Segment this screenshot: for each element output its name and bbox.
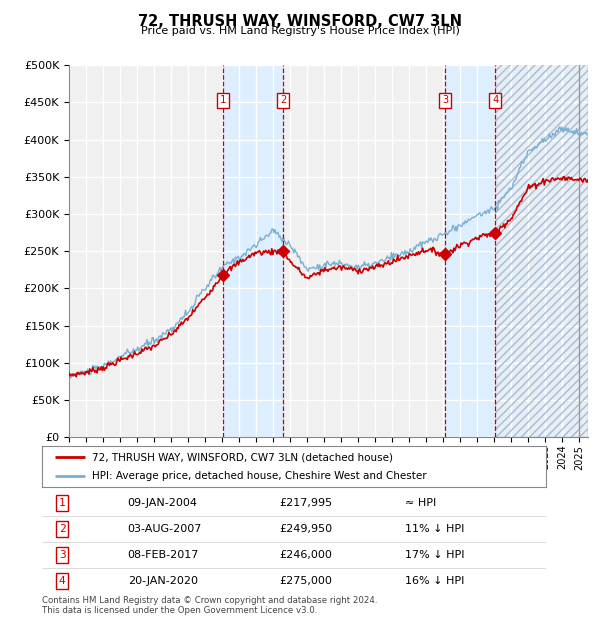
Text: ≈ HPI: ≈ HPI bbox=[405, 498, 436, 508]
Text: 1: 1 bbox=[59, 498, 65, 508]
Text: 16% ↓ HPI: 16% ↓ HPI bbox=[405, 576, 464, 586]
Text: 1: 1 bbox=[220, 95, 226, 105]
Text: HPI: Average price, detached house, Cheshire West and Chester: HPI: Average price, detached house, Ches… bbox=[92, 471, 427, 481]
Text: £217,995: £217,995 bbox=[279, 498, 332, 508]
Text: £275,000: £275,000 bbox=[279, 576, 332, 586]
Text: 20-JAN-2020: 20-JAN-2020 bbox=[128, 576, 197, 586]
Bar bbox=[223, 65, 283, 437]
Text: 72, THRUSH WAY, WINSFORD, CW7 3LN (detached house): 72, THRUSH WAY, WINSFORD, CW7 3LN (detac… bbox=[92, 452, 394, 463]
Text: 3: 3 bbox=[442, 95, 448, 105]
Text: 2: 2 bbox=[59, 524, 65, 534]
Text: 08-FEB-2017: 08-FEB-2017 bbox=[128, 550, 199, 560]
Text: Price paid vs. HM Land Registry's House Price Index (HPI): Price paid vs. HM Land Registry's House … bbox=[140, 26, 460, 36]
Bar bbox=[495, 65, 588, 437]
Text: 11% ↓ HPI: 11% ↓ HPI bbox=[405, 524, 464, 534]
Text: 4: 4 bbox=[59, 576, 65, 586]
Text: 72, THRUSH WAY, WINSFORD, CW7 3LN: 72, THRUSH WAY, WINSFORD, CW7 3LN bbox=[138, 14, 462, 29]
Bar bbox=[445, 65, 495, 437]
Bar bbox=[495, 65, 588, 437]
Text: £249,950: £249,950 bbox=[279, 524, 332, 534]
Text: 3: 3 bbox=[59, 550, 65, 560]
Text: 03-AUG-2007: 03-AUG-2007 bbox=[128, 524, 202, 534]
Text: Contains HM Land Registry data © Crown copyright and database right 2024.
This d: Contains HM Land Registry data © Crown c… bbox=[42, 596, 377, 615]
Text: 09-JAN-2004: 09-JAN-2004 bbox=[128, 498, 197, 508]
Text: 17% ↓ HPI: 17% ↓ HPI bbox=[405, 550, 464, 560]
Text: 2: 2 bbox=[280, 95, 287, 105]
Text: 4: 4 bbox=[492, 95, 499, 105]
Text: £246,000: £246,000 bbox=[279, 550, 332, 560]
